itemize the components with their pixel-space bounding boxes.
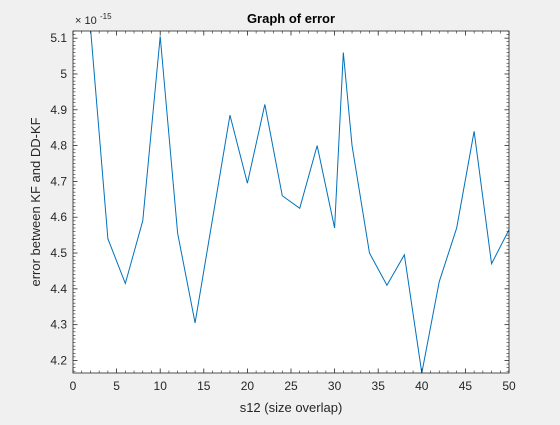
x-tick-label: 10 xyxy=(154,379,168,393)
y-tick-label: 4.6 xyxy=(50,210,67,224)
y-axis-label: error between KF and DD-KF xyxy=(28,117,43,286)
y-tick-label: 5 xyxy=(60,67,67,81)
y-tick-label: 4.5 xyxy=(50,246,67,260)
x-tick-label: 45 xyxy=(459,379,473,393)
x-tick-label: 5 xyxy=(113,379,120,393)
x-tick-label: 40 xyxy=(415,379,429,393)
x-tick-label: 50 xyxy=(502,379,516,393)
x-axis-label: s12 (size overlap) xyxy=(240,400,343,415)
y-tick-label: 4.9 xyxy=(50,103,67,117)
y-tick-label: 4.8 xyxy=(50,139,67,153)
x-tick-label: 25 xyxy=(284,379,298,393)
x-tick-label: 30 xyxy=(328,379,342,393)
y-exponent-base: × 10 xyxy=(75,15,97,27)
y-exponent-power: -15 xyxy=(100,12,112,21)
y-tick-label: 4.4 xyxy=(50,282,67,296)
x-tick-label: 0 xyxy=(70,379,77,393)
x-tick-label: 20 xyxy=(241,379,255,393)
x-tick-label: 35 xyxy=(372,379,386,393)
chart-title: Graph of error xyxy=(247,11,335,26)
axes-box xyxy=(72,30,510,374)
y-tick-label: 5.1 xyxy=(50,31,67,45)
y-tick-label: 4.7 xyxy=(50,174,67,188)
series-line-1 xyxy=(90,31,509,373)
y-tick-label: 4.3 xyxy=(50,318,67,332)
x-tick-label: 15 xyxy=(197,379,211,393)
y-exponent-label: × 10 -15 xyxy=(75,12,112,27)
y-tick-label: 4.2 xyxy=(50,353,67,367)
